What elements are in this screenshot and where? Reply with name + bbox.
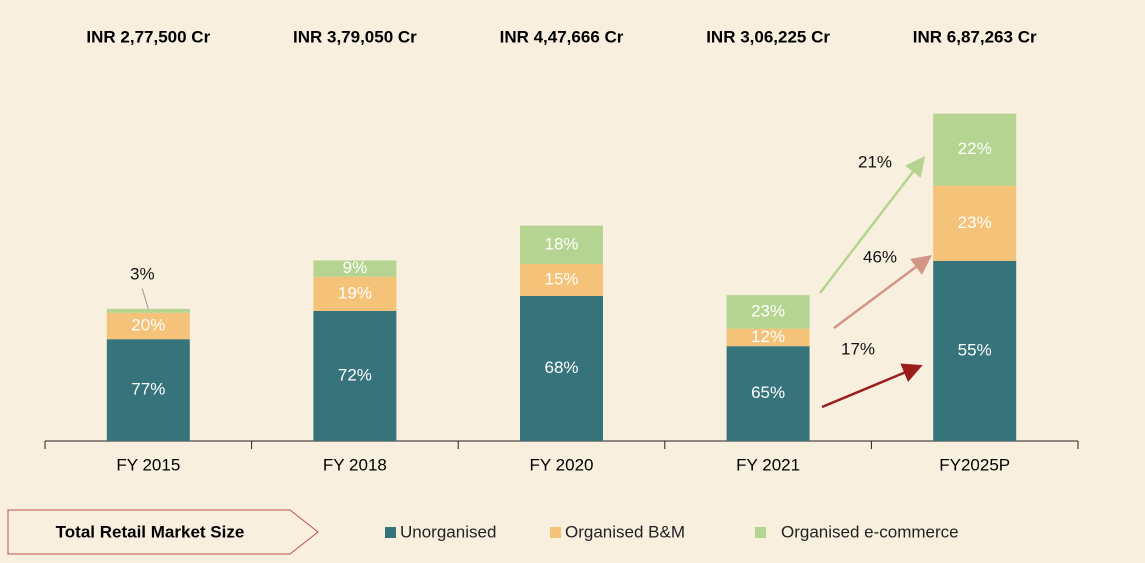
bar-segment [933, 185, 1017, 261]
value-label: 55% [958, 340, 992, 359]
legend-label: Unorganised [400, 522, 496, 541]
bar-segment [726, 328, 810, 347]
legend-box-shape [7, 509, 319, 555]
value-label: 3% [130, 264, 155, 283]
bar-segment [726, 295, 810, 329]
x-tick-label: FY2025P [939, 455, 1010, 474]
value-label: 23% [958, 213, 992, 232]
growth-arrow [819, 156, 926, 294]
total-label: INR 3,79,050 Cr [293, 27, 417, 46]
bar-segment [933, 260, 1017, 441]
x-tick-label: FY 2018 [323, 455, 387, 474]
legend-box-text: Total Retail Market Size [56, 522, 245, 541]
value-label: 68% [544, 358, 578, 377]
x-tick-label: FY 2020 [530, 455, 594, 474]
value-label: 18% [544, 234, 578, 253]
total-label: INR 4,47,666 Cr [500, 27, 624, 46]
value-label: 23% [751, 301, 785, 320]
bar-segment [520, 295, 603, 441]
value-label: 65% [751, 383, 785, 402]
total-label: INR 3,06,225 Cr [706, 27, 830, 46]
bar-segment [106, 308, 190, 313]
value-label: 20% [131, 315, 165, 334]
annotation: 17% [841, 339, 875, 358]
value-label: 77% [131, 380, 165, 399]
bar-segment [520, 263, 603, 296]
annotation: 46% [863, 247, 897, 266]
bar-segment [726, 346, 810, 441]
legend-label: Organised B&M [565, 522, 685, 541]
legend-swatch [550, 527, 561, 538]
bar-segment [106, 312, 190, 340]
growth-arrow [821, 363, 923, 409]
annotation: 21% [858, 152, 892, 171]
legend-swatch [755, 527, 766, 538]
value-label: 19% [338, 283, 372, 302]
bar-segment [313, 310, 397, 441]
value-label: 22% [958, 139, 992, 158]
value-label: 72% [338, 365, 372, 384]
bar-segment [313, 260, 397, 277]
total-label: INR 6,87,263 Cr [913, 27, 1037, 46]
total-label: INR 2,77,500 Cr [86, 27, 210, 46]
legend-swatch [385, 527, 396, 538]
value-label: 15% [544, 269, 578, 288]
growth-arrow [833, 255, 933, 330]
value-label: 12% [751, 327, 785, 346]
bar-segment [933, 113, 1017, 186]
legend-label: Organised e-commerce [781, 522, 959, 541]
bar-segment [520, 225, 603, 264]
x-tick-label: FY 2021 [736, 455, 800, 474]
x-tick-label: FY 2015 [116, 455, 180, 474]
bar-segment [106, 339, 190, 441]
value-label: 9% [343, 258, 368, 277]
leader-line [141, 288, 149, 309]
bar-segment [313, 276, 397, 311]
